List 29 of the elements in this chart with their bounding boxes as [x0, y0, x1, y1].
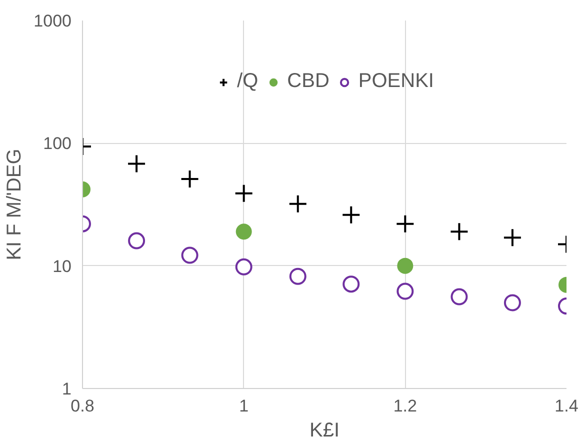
point: [235, 258, 252, 276]
y-tick-label: 100: [43, 134, 72, 154]
point: [342, 276, 360, 293]
point: [502, 228, 522, 248]
x-tick-label: 1.2: [393, 396, 417, 416]
point: [181, 246, 198, 264]
legend-label: CBD: [287, 70, 330, 93]
y-tick-label: 1: [62, 380, 72, 398]
point: [450, 288, 468, 306]
y-tick-label: 1000: [34, 12, 72, 30]
point: [450, 222, 469, 242]
x-tick-label: 1.4: [554, 396, 578, 416]
point: [128, 232, 146, 250]
x-axis-title: K£I: [309, 420, 340, 442]
legend-label: /Q: [237, 70, 258, 93]
point: [234, 184, 254, 203]
y-axis-title: KI F M/'DEG: [4, 148, 26, 260]
point: [396, 214, 415, 234]
legend-label: POENKI: [358, 70, 434, 93]
point: [127, 154, 146, 174]
point: [180, 170, 200, 189]
point: [342, 205, 361, 224]
y-tick-label: 10: [52, 256, 72, 276]
point: [396, 282, 414, 300]
point: [289, 268, 306, 285]
point: [504, 294, 521, 312]
x-tick-label: 1: [239, 396, 249, 416]
x-tick-label: 0.8: [70, 396, 94, 416]
point: [288, 194, 308, 214]
